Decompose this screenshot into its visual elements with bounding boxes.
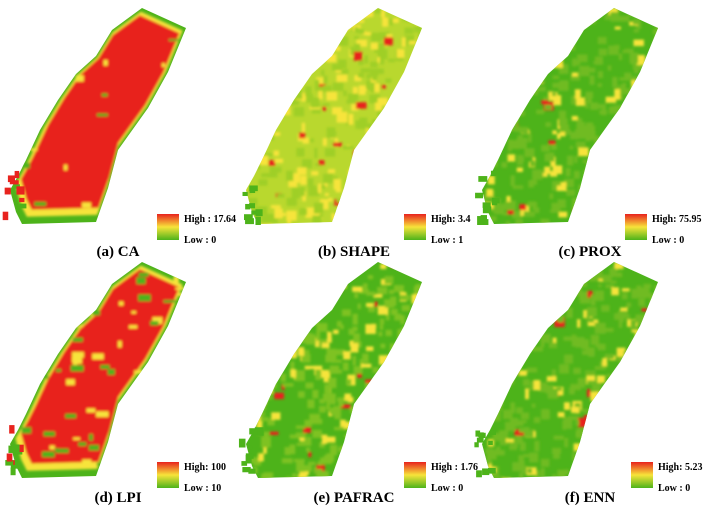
heatmap-enn: [474, 262, 658, 478]
caption-pafrac: (e) PAFRAC: [313, 490, 395, 506]
caption-enn: (f) ENN: [564, 490, 616, 506]
heatmap-ca: [2, 8, 186, 224]
caption-lpi: (d) LPI: [94, 490, 142, 506]
legend-high-label: High: 3.4: [431, 214, 471, 225]
panel-d: High: 100 Low : 10 (d) LPI: [0, 254, 236, 507]
legend-low-label: Low : 0: [431, 483, 464, 494]
panel-f: High: 5.23 Low : 0 (f) ENN: [472, 254, 708, 507]
legend-high-label: High: 100: [184, 462, 226, 473]
legend-low-label: Low : 1: [431, 235, 464, 246]
legend-low-label: Low : 0: [184, 235, 217, 246]
heatmap-prox: [475, 8, 658, 225]
heat-cells: [15, 264, 186, 472]
legend-gradient-bar: [404, 462, 426, 488]
panel-b: High: 3.4 Low : 1 (b) SHAPE: [236, 0, 472, 260]
heat-cells: [15, 11, 186, 217]
legend-high-label: High : 17.64: [184, 214, 236, 225]
heatmap-lpi: [5, 262, 186, 478]
legend-low-label: Low : 0: [658, 483, 691, 494]
heatmap-shape: [242, 8, 422, 225]
legend-high-label: High: 5.23: [658, 462, 703, 473]
heatmap-pafrac: [238, 262, 422, 478]
legend-gradient-bar: [404, 214, 426, 240]
legend-high-label: High: 75.95: [652, 214, 702, 225]
caption-prox: (c) PROX: [558, 244, 622, 260]
legend-high-label: High : 1.76: [431, 462, 478, 473]
panel-c: High: 75.95 Low : 0 (c) PROX: [472, 0, 708, 260]
legend-gradient-bar: [625, 214, 647, 240]
legend-low-label: Low : 0: [652, 235, 685, 246]
legend-gradient-bar: [631, 462, 653, 488]
legend-low-label: Low : 10: [184, 483, 222, 494]
caption-ca: (a) CA: [96, 244, 140, 260]
panel-a: High : 17.64 Low : 0 (a) CA: [0, 0, 236, 260]
study-area-region: [482, 8, 658, 224]
heat-cells: [483, 262, 658, 478]
panel-e: High : 1.76 Low : 0 (e) PAFRAC: [236, 254, 478, 507]
study-area-region: [246, 8, 422, 224]
legend-gradient-bar: [157, 462, 179, 488]
legend-gradient-bar: [157, 214, 179, 240]
caption-shape: (b) SHAPE: [317, 244, 391, 260]
study-area-region: [482, 262, 658, 478]
